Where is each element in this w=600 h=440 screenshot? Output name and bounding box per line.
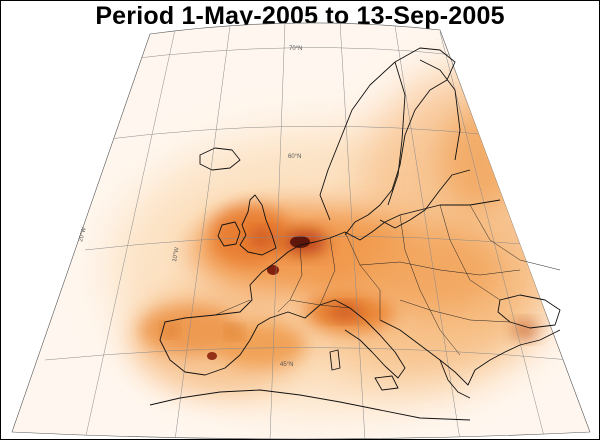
balkans-coast <box>379 319 561 386</box>
lat-label-60n: 60°N <box>288 154 301 160</box>
continent-coast <box>275 199 501 263</box>
iceland-coast <box>199 147 241 171</box>
africa-coast <box>149 389 471 421</box>
iberia-coast <box>159 261 321 376</box>
graticule <box>44 22 571 440</box>
scandinavia-coast <box>319 47 456 236</box>
lat-label-45n: 45°N <box>280 362 293 368</box>
coastlines <box>149 47 561 421</box>
graticule-labels: 70°N 60°N 45°N 20°W 10°W <box>78 46 302 368</box>
ireland-coast <box>217 221 241 247</box>
country-borders <box>214 204 561 356</box>
lon-label-10w: 10°W <box>172 246 181 262</box>
baltic-coast <box>379 169 471 229</box>
black-sea-coast <box>497 294 561 329</box>
italy-coast <box>319 299 406 379</box>
lat-label-70n: 70°N <box>289 46 302 52</box>
lon-label-20w: 20°W <box>78 226 88 242</box>
britain-coast <box>239 194 277 256</box>
